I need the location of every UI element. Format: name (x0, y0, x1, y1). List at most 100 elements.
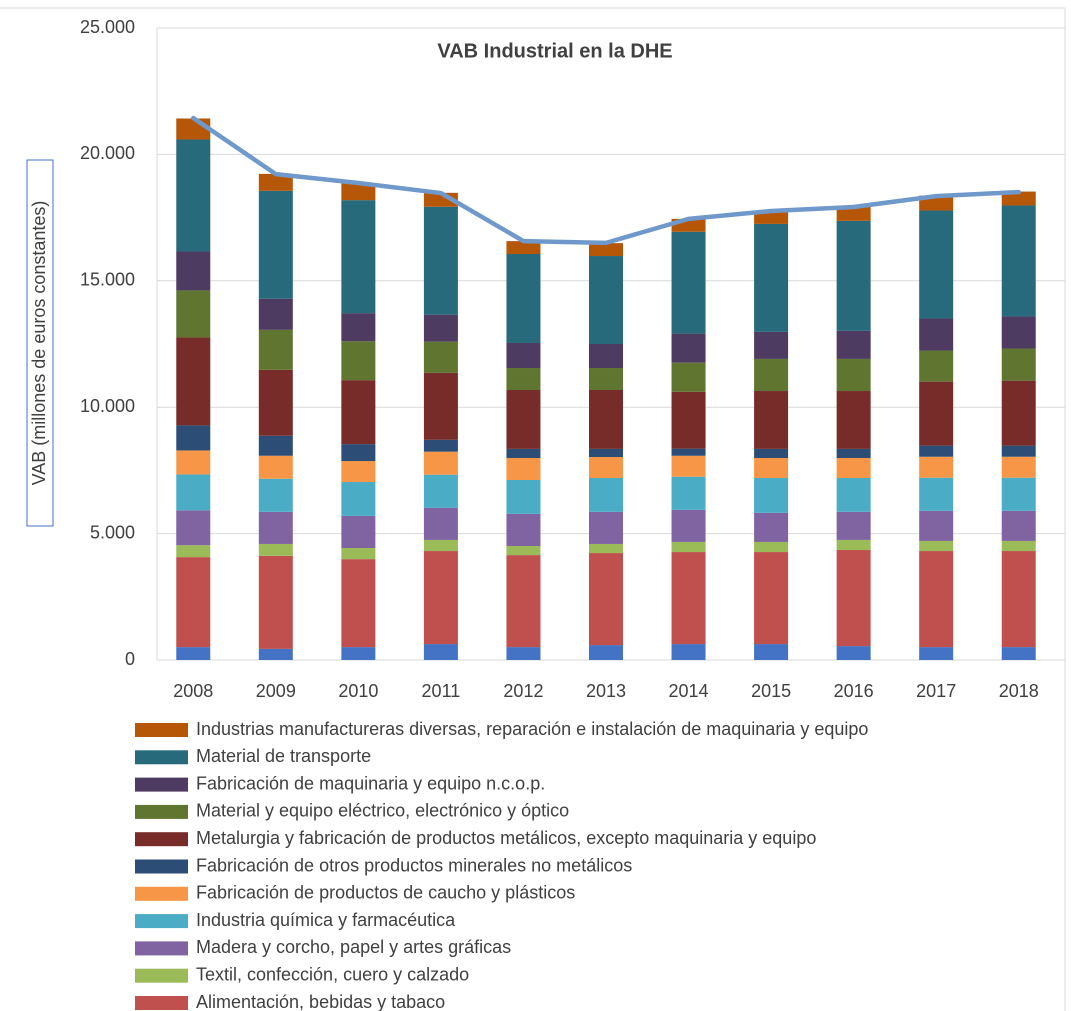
bar-segment (506, 513, 541, 546)
bar-segment (176, 118, 211, 140)
bar-segment (589, 645, 623, 660)
x-tick-label: 2011 (422, 681, 461, 701)
bar-segment (919, 350, 954, 382)
bar-segment (341, 482, 376, 516)
bar-segment (1001, 551, 1036, 648)
bar-segment (176, 251, 211, 291)
bar-segment (589, 553, 623, 646)
bar-segment (754, 223, 789, 332)
x-tick-label: 2008 (173, 681, 213, 701)
line (191, 115, 1021, 246)
bar-segment (1001, 510, 1036, 541)
bar-segment (423, 341, 458, 373)
bar-segment (589, 511, 623, 544)
legend-swatch (135, 941, 188, 956)
bar-segment (671, 455, 706, 477)
bar-segment (919, 456, 954, 478)
bar-segment (258, 478, 293, 512)
bar-segment (754, 358, 789, 392)
y-tick-label: 25.000 (80, 17, 135, 37)
bar-segment (176, 647, 211, 660)
x-tick-label: 2017 (916, 681, 956, 701)
bar-segment (341, 559, 376, 648)
bar-segment (919, 477, 954, 511)
y-tick-label: 15.000 (80, 270, 135, 290)
bar-segment (176, 290, 211, 338)
bar-segment (754, 448, 789, 459)
bar-segment (671, 391, 706, 449)
bar-segment (258, 329, 293, 370)
bar-segment (341, 341, 376, 381)
bar-segment (1001, 191, 1036, 206)
legend-label: Fabricación de otros productos minerales… (196, 855, 632, 875)
legend-swatch (135, 723, 188, 737)
bar-segment (671, 644, 706, 660)
bar-segment (258, 298, 293, 330)
bar-segment (258, 190, 293, 299)
bar-segment (589, 368, 623, 391)
bar-segment (341, 444, 376, 462)
legend-label: Material de transporte (196, 746, 371, 766)
bar-segment (754, 391, 789, 449)
legend-label: Material y equipo eléctrico, electrónico… (196, 801, 569, 821)
bar-segment (919, 510, 954, 541)
legend-label: Industrias manufactureras diversas, repa… (196, 719, 868, 739)
bar-segment (423, 206, 458, 315)
bar-segment (1001, 477, 1036, 511)
bar-segment (423, 507, 458, 540)
bar-segment (836, 206, 871, 221)
bar-segment (176, 450, 211, 475)
bar-segment (671, 509, 706, 542)
bar-segment (176, 510, 211, 546)
y-tick-label: 10.000 (80, 396, 135, 416)
legend-swatch (135, 968, 188, 983)
bar-segment (836, 477, 871, 512)
bar-segment (176, 557, 211, 648)
bar-segment (671, 333, 706, 363)
bar-segment (1001, 316, 1036, 349)
bar-segment (589, 243, 623, 257)
legend-label: Textil, confección, cuero y calzado (196, 964, 469, 984)
legend-label: Fabricación de maquinaria y equipo n.c.o… (196, 773, 545, 793)
bar-segment (836, 646, 871, 660)
bar-segment (176, 545, 211, 558)
bar-segment (1001, 647, 1036, 660)
bar-segment (1001, 380, 1036, 446)
bar-segment (671, 476, 706, 510)
bar-segment (836, 511, 871, 540)
bar-segment (258, 511, 293, 544)
x-tick-label: 2015 (751, 681, 791, 701)
bar-segment (1001, 348, 1036, 381)
legend-swatch (135, 777, 188, 792)
bar-segment (506, 342, 541, 369)
bar-segment (423, 644, 458, 660)
x-tick-label: 2013 (586, 681, 626, 701)
bar-segment (1001, 205, 1036, 317)
bar-segment (423, 439, 458, 452)
bar-segment (506, 555, 541, 648)
bar-segment (836, 330, 871, 359)
bar-segment (423, 539, 458, 552)
bar-segment (1001, 445, 1036, 457)
bar-segment (506, 458, 541, 481)
bar-segment (589, 543, 623, 554)
bar-segment (919, 540, 954, 552)
bar-segment (919, 647, 954, 660)
legend-swatch (135, 832, 188, 847)
bar-segment (506, 390, 541, 449)
x-tick-label: 2012 (503, 681, 543, 701)
bar-segment (423, 474, 458, 508)
bar-segment (589, 477, 623, 512)
bar-segment (671, 448, 706, 456)
legend-swatch (135, 914, 188, 929)
legend-swatch (135, 859, 188, 874)
bar-segment (836, 458, 871, 478)
x-tick-label: 2009 (256, 681, 296, 701)
legend-label: Fabricación de productos de caucho y plá… (196, 883, 575, 903)
bar-segment (754, 541, 789, 553)
y-label-box (26, 159, 54, 527)
bar-segment (589, 457, 623, 478)
y-axis-label: VAB (millones de euros constantes) (29, 201, 49, 486)
bar-segment (423, 551, 458, 645)
bar-segment (1001, 456, 1036, 478)
